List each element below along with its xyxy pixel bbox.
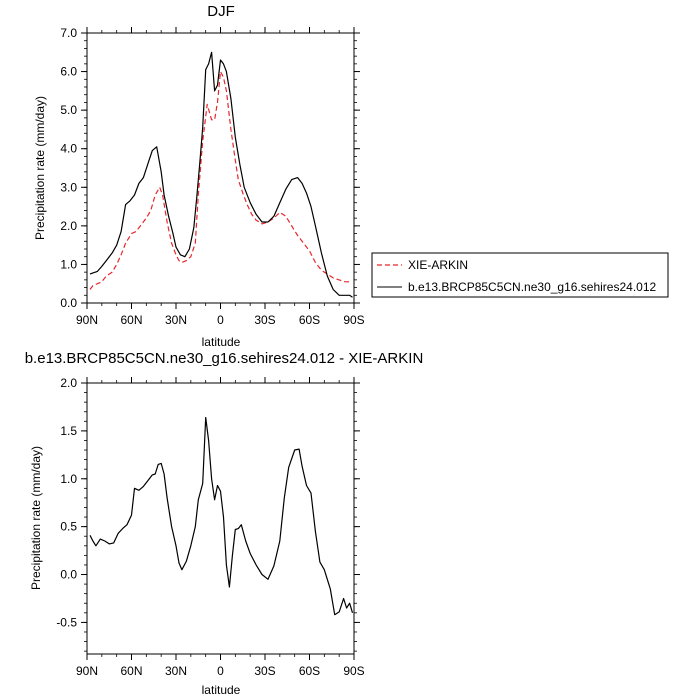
djf-precip-chart: DJF 90N 60N 30N 0 30S 60S 90S 0.0 1.0 2.0 3.0 4.0 5.… [33, 3, 669, 349]
y-tick-label: 0.5 [60, 520, 77, 534]
x-tick-label: 30S [254, 313, 275, 327]
x-tick-label: 90N [76, 313, 98, 327]
x-tick-label: 90N [76, 664, 98, 678]
legend-label-model: b.e13.BRCP85C5CN.ne30_g16.sehires24.012 [408, 280, 656, 294]
axis-ticks: 90N 60N 30N 0 30S 60S 90S 0.0 1.0 2.0 3.0 4.0 5.0 6.0… [60, 26, 364, 327]
plot-frame [86, 32, 355, 304]
y-tick-label: 1.0 [60, 257, 77, 271]
series-line-0 [89, 70, 351, 290]
x-tick-label: 60S [299, 313, 320, 327]
y-tick-label: 2.0 [60, 376, 77, 390]
legend-label-xie-arkin: XIE-ARKIN [408, 258, 468, 272]
y-tick-label: 5.0 [60, 103, 77, 117]
y-tick-label: 1.0 [60, 472, 77, 486]
y-tick-label: 0.0 [60, 568, 77, 582]
series-line-1 [89, 51, 353, 298]
x-tick-label: 60S [299, 664, 320, 678]
x-tick-label: 90S [343, 313, 364, 327]
y-axis-label: Precipitation rate (mm/day) [33, 96, 47, 240]
x-tick-label: 90S [343, 664, 364, 678]
y-axis-label: Precipitation rate (mm/day) [29, 446, 43, 590]
y-tick-label: -0.5 [56, 615, 77, 629]
x-axis-label: latitude [202, 335, 241, 349]
x-tick-label: 30N [165, 664, 187, 678]
y-tick-label: 3.0 [60, 180, 77, 194]
legend: XIE-ARKIN b.e13.BRCP85C5CN.ne30_g16.sehi… [371, 252, 669, 298]
axis-ticks: 90N 60N 30N 0 30S 60S 90S -0.5 0.0 0.5 1.0 1.5 2.0 [56, 376, 364, 678]
y-tick-label: 6.0 [60, 65, 77, 79]
x-axis-label: latitude [202, 683, 241, 697]
x-tick-label: 30N [165, 313, 187, 327]
chart-title: b.e13.BRCP85C5CN.ne30_g16.sehires24.012 … [25, 350, 424, 367]
x-tick-label: 60N [120, 664, 142, 678]
y-tick-label: 1.5 [60, 424, 77, 438]
x-tick-label: 60N [120, 313, 142, 327]
x-tick-label: 30S [254, 664, 275, 678]
series-line-0 [89, 416, 354, 616]
y-tick-label: 0.0 [60, 296, 77, 310]
y-tick-label: 4.0 [60, 142, 77, 156]
series-lines [89, 51, 353, 298]
x-tick-label: 0 [217, 313, 224, 327]
difference-chart: b.e13.BRCP85C5CN.ne30_g16.sehires24.012 … [25, 350, 424, 697]
x-tick-label: 0 [217, 664, 224, 678]
y-tick-label: 7.0 [60, 26, 77, 40]
chart-title: DJF [207, 3, 235, 20]
series-lines [89, 416, 354, 616]
legend-box [371, 252, 669, 298]
y-tick-label: 2.0 [60, 219, 77, 233]
